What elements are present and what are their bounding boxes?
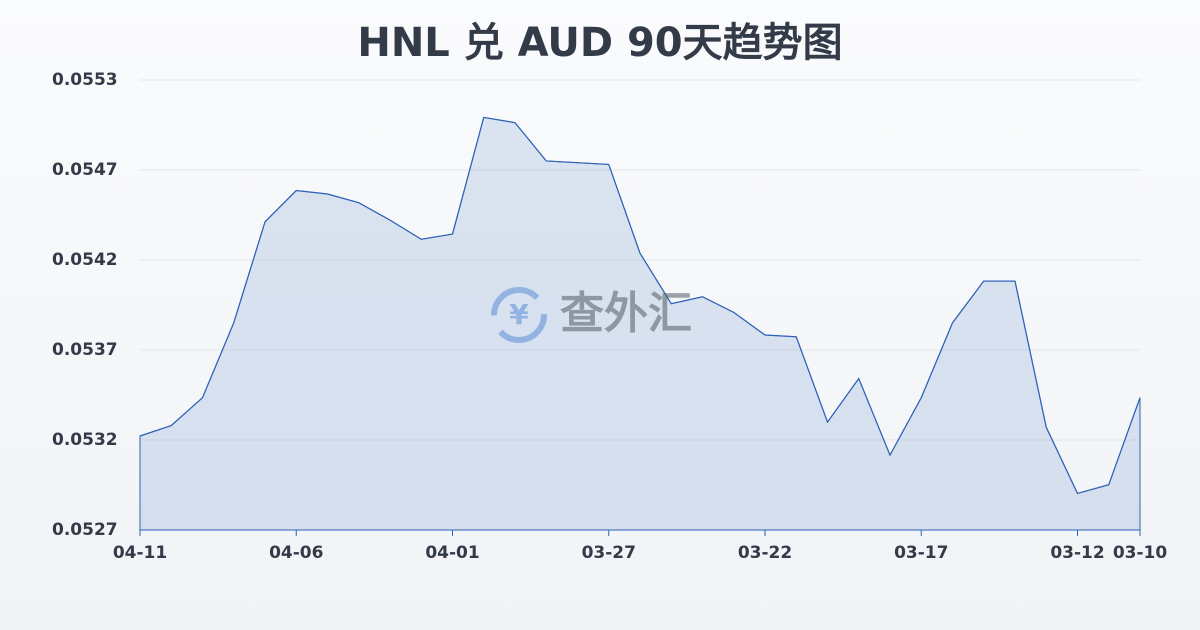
watermark-icon bbox=[491, 287, 547, 343]
x-tick-label: 03-17 bbox=[894, 543, 948, 563]
x-tick-label: 03-12 bbox=[1050, 543, 1104, 563]
y-tick-label: 0.0553 bbox=[52, 70, 118, 90]
watermark: ¥ 查外汇 bbox=[491, 287, 692, 343]
chart-title: HNL 兑 AUD 90天趋势图 bbox=[357, 20, 842, 66]
x-tick-label: 04-11 bbox=[113, 543, 167, 563]
y-tick-label: 0.0532 bbox=[52, 430, 118, 450]
watermark-symbol: ¥ bbox=[509, 298, 529, 331]
x-tick-label: 03-10 bbox=[1113, 543, 1168, 563]
y-tick-label: 0.0547 bbox=[52, 160, 118, 180]
x-tick-label: 03-27 bbox=[582, 543, 636, 563]
y-tick-label: 0.0542 bbox=[52, 250, 118, 270]
y-tick-label: 0.0537 bbox=[52, 340, 118, 360]
x-tick-label: 04-06 bbox=[269, 543, 323, 563]
y-tick-label: 0.0527 bbox=[52, 520, 118, 540]
line bbox=[139, 116, 1141, 495]
x-tick-label: 04-01 bbox=[425, 543, 479, 563]
x-tick-label: 03-22 bbox=[738, 543, 792, 563]
watermark-text: 查外汇 bbox=[560, 288, 692, 339]
